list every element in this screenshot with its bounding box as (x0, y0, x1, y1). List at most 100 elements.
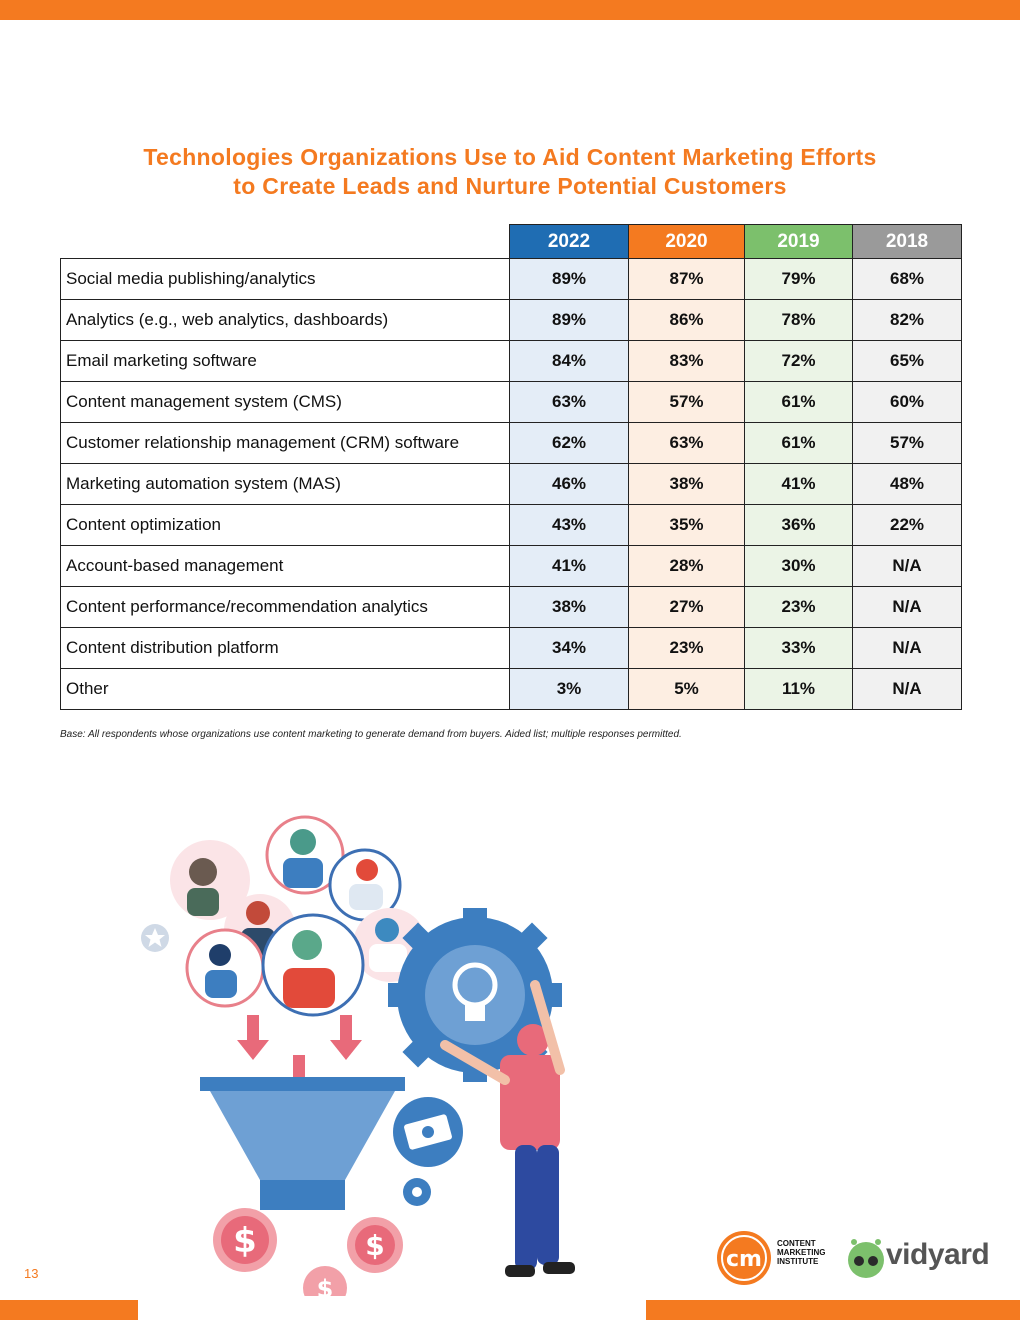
table-row: Content optimization 43% 35% 36% 22% (60, 504, 962, 546)
value-2022: 38% (509, 586, 629, 628)
value-2022: 63% (509, 381, 629, 423)
header-2018: 2018 (852, 224, 962, 259)
row-label: Other (60, 668, 510, 710)
row-label: Content distribution platform (60, 627, 510, 669)
page-title-line-1: Technologies Organizations Use to Aid Co… (143, 144, 877, 170)
row-label: Content performance/recommendation analy… (60, 586, 510, 628)
people-circles (170, 815, 427, 1017)
technologies-table: 2022 2020 2019 2018 Social media publish… (60, 224, 962, 710)
table-row: Account-based management 41% 28% 30% N/A (60, 545, 962, 587)
value-2020: 87% (628, 258, 745, 300)
dollar-coin-icons: $ $ $ (213, 1208, 403, 1310)
value-2019: 11% (744, 668, 853, 710)
row-label: Account-based management (60, 545, 510, 587)
value-2018: 68% (852, 258, 962, 300)
value-2019: 30% (744, 545, 853, 587)
table-row: Social media publishing/analytics 89% 87% 7… (60, 258, 962, 300)
table-row: Other 3% 5% 11% N/A (60, 668, 962, 710)
value-2018: 60% (852, 381, 962, 423)
cmi-logo-icon: cm (717, 1231, 771, 1285)
value-2018: 57% (852, 422, 962, 464)
value-2022: 89% (509, 299, 629, 341)
value-2018: N/A (852, 545, 962, 587)
value-2020: 38% (628, 463, 745, 505)
row-label: Marketing automation system (MAS) (60, 463, 510, 505)
value-2020: 57% (628, 381, 745, 423)
page-number: 13 (24, 1266, 39, 1281)
value-2018: 65% (852, 340, 962, 382)
value-2022: 89% (509, 258, 629, 300)
cmi-mark: cm (726, 1247, 762, 1272)
value-2022: 84% (509, 340, 629, 382)
value-2020: 28% (628, 545, 745, 587)
vidyard-logo-icon (848, 1239, 884, 1278)
table-row: Content performance/recommendation analy… (60, 586, 962, 628)
cmi-line-3: INSTITUTE (777, 1257, 819, 1266)
vidyard-logo-text: vidyard (886, 1238, 990, 1271)
svg-text:$: $ (233, 1221, 257, 1261)
value-2018: N/A (852, 627, 962, 669)
value-2019: 78% (744, 299, 853, 341)
value-2022: 41% (509, 545, 629, 587)
cmi-logo-text: CONTENT MARKETING INSTITUTE (777, 1239, 825, 1266)
small-gear-icon (403, 1178, 431, 1206)
value-2019: 72% (744, 340, 853, 382)
value-2019: 61% (744, 381, 853, 423)
value-2020: 83% (628, 340, 745, 382)
value-2022: 43% (509, 504, 629, 546)
table-row: Customer relationship management (CRM) s… (60, 422, 962, 464)
value-2020: 35% (628, 504, 745, 546)
value-2020: 27% (628, 586, 745, 628)
value-2022: 34% (509, 627, 629, 669)
funnel-icon (200, 1077, 405, 1210)
value-2018: N/A (852, 668, 962, 710)
value-2018: 22% (852, 504, 962, 546)
row-label: Email marketing software (60, 340, 510, 382)
row-label: Analytics (e.g., web analytics, dashboar… (60, 299, 510, 341)
table-header-row: 2022 2020 2019 2018 (61, 224, 962, 259)
table-row: Content distribution platform 34% 23% 33% N/… (60, 627, 962, 669)
value-2019: 79% (744, 258, 853, 300)
header-2020: 2020 (628, 224, 745, 259)
value-2020: 5% (628, 668, 745, 710)
value-2018: 48% (852, 463, 962, 505)
base-note: Base: All respondents whose organization… (60, 729, 682, 740)
page-title: Technologies Organizations Use to Aid Co… (0, 143, 1020, 201)
value-2019: 33% (744, 627, 853, 669)
cmi-line-1: CONTENT (777, 1239, 816, 1248)
bottom-bar-gap (138, 1296, 646, 1320)
table-row: Email marketing software 84% 83% 72% 65% (60, 340, 962, 382)
value-2019: 23% (744, 586, 853, 628)
gear-lightbulb-icon (388, 908, 562, 1082)
table-body: Social media publishing/analytics 89% 87% 7… (60, 258, 962, 710)
marketing-funnel-illustration: $ $ $ (141, 815, 575, 1310)
page-title-line-2: to Create Leads and Nurture Potential Cu… (233, 173, 787, 199)
value-2020: 23% (628, 627, 745, 669)
value-2022: 62% (509, 422, 629, 464)
table-row: Marketing automation system (MAS) 46% 38% 4… (60, 463, 962, 505)
table-row: Content management system (CMS) 63% 57% 61%… (60, 381, 962, 423)
svg-text:$: $ (365, 1229, 384, 1262)
value-2019: 36% (744, 504, 853, 546)
row-label: Social media publishing/analytics (60, 258, 510, 300)
value-2020: 63% (628, 422, 745, 464)
person-figure (440, 980, 575, 1277)
value-2022: 3% (509, 668, 629, 710)
value-2018: 82% (852, 299, 962, 341)
top-accent-bar (0, 0, 1020, 20)
row-label: Content optimization (60, 504, 510, 546)
money-bill-icon (393, 1097, 463, 1167)
table-row: Analytics (e.g., web analytics, dashboar… (60, 299, 962, 341)
row-label: Customer relationship management (CRM) s… (60, 422, 510, 464)
value-2022: 46% (509, 463, 629, 505)
header-blank-cell (61, 225, 510, 259)
header-2019: 2019 (744, 224, 853, 259)
value-2020: 86% (628, 299, 745, 341)
cmi-line-2: MARKETING (777, 1248, 826, 1257)
row-label: Content management system (CMS) (60, 381, 510, 423)
header-2022: 2022 (509, 224, 629, 259)
value-2019: 41% (744, 463, 853, 505)
star-icon (141, 924, 169, 952)
value-2018: N/A (852, 586, 962, 628)
value-2019: 61% (744, 422, 853, 464)
